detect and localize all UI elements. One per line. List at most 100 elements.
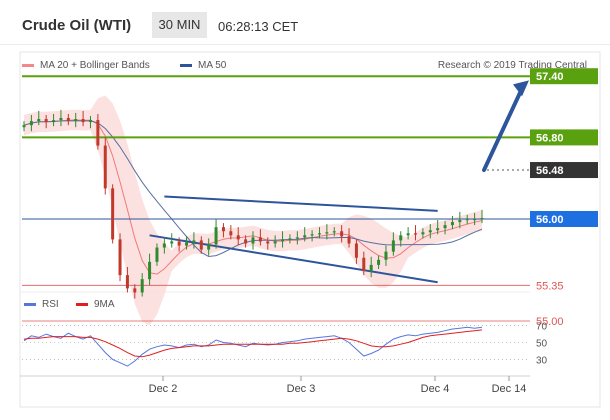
forecast-arrow-shaft bbox=[482, 84, 525, 173]
rsi-legend-label: RSI bbox=[42, 299, 59, 310]
time-tick-label: Dec 3 bbox=[287, 383, 316, 395]
candle-body bbox=[340, 231, 344, 237]
level-label: 55.35 bbox=[536, 280, 564, 292]
candle-body bbox=[473, 219, 477, 221]
rsi-line bbox=[23, 326, 483, 367]
candle-body bbox=[362, 257, 366, 272]
candle-body bbox=[177, 241, 181, 246]
candle-body bbox=[421, 232, 425, 235]
candle-body bbox=[266, 241, 270, 244]
level-label: 56.00 bbox=[536, 214, 564, 226]
legend-ma20: MA 20 + Bollinger Bands bbox=[22, 60, 150, 71]
ma20-swatch bbox=[22, 64, 34, 67]
candle-body bbox=[118, 239, 122, 276]
candle-body bbox=[436, 228, 440, 231]
candle-body bbox=[369, 264, 373, 272]
candle-body bbox=[273, 241, 277, 244]
level-label: 55.00 bbox=[536, 316, 564, 328]
candle-body bbox=[59, 118, 63, 121]
level-label-box bbox=[530, 211, 598, 227]
interval-button[interactable]: 30 MIN bbox=[152, 12, 207, 38]
time-tick-label: Dec 4 bbox=[421, 383, 450, 395]
legend-ma9: 9MA bbox=[76, 299, 115, 310]
candle-body bbox=[391, 240, 395, 252]
ma50-legend-label: MA 50 bbox=[198, 60, 227, 71]
candle-body bbox=[244, 239, 248, 244]
candle-body bbox=[458, 220, 462, 223]
candle-body bbox=[221, 227, 225, 232]
candle-body bbox=[96, 120, 100, 146]
candle-body bbox=[465, 219, 469, 221]
candle-body bbox=[74, 119, 78, 122]
lower-trend-line bbox=[149, 234, 438, 284]
bollinger-band bbox=[24, 95, 482, 326]
forecast-arrow-head bbox=[513, 80, 529, 97]
candle-body bbox=[450, 222, 454, 226]
candle-body bbox=[414, 233, 418, 235]
legend-rsi: RSI bbox=[24, 299, 59, 310]
candle-body bbox=[295, 237, 299, 239]
candle-body bbox=[354, 243, 358, 258]
candle-body bbox=[325, 232, 329, 234]
candle-body bbox=[37, 119, 41, 122]
level-label-box bbox=[530, 68, 598, 85]
candle-body bbox=[88, 120, 92, 123]
candle-body bbox=[384, 251, 388, 260]
level-label-box bbox=[530, 162, 598, 179]
rsi-swatch bbox=[24, 303, 36, 306]
candle-body bbox=[428, 230, 432, 233]
candle-body bbox=[192, 240, 196, 243]
level-label: 56.80 bbox=[536, 132, 564, 144]
candle-body bbox=[303, 235, 307, 238]
rsi-tick-label: 30 bbox=[536, 355, 548, 366]
legend-ma50: MA 50 bbox=[180, 60, 226, 71]
candle-body bbox=[310, 234, 314, 236]
candle-body bbox=[199, 240, 203, 250]
rsi-tick-label: 50 bbox=[536, 339, 548, 350]
candle-body bbox=[377, 259, 381, 265]
instrument-title: Crude Oil (WTI) bbox=[22, 17, 132, 34]
candle-body bbox=[29, 121, 33, 126]
level-label-box bbox=[530, 129, 598, 146]
candle-body bbox=[281, 239, 285, 242]
candle-body bbox=[317, 233, 321, 235]
ma9-legend-label: 9MA bbox=[94, 299, 115, 310]
timestamp: 06:28:13 CET bbox=[218, 19, 299, 34]
candle-body bbox=[103, 145, 107, 189]
time-tick-label: Dec 14 bbox=[492, 383, 527, 395]
candle-body bbox=[22, 125, 26, 128]
candle-body bbox=[229, 231, 233, 236]
chart-header: Crude Oil (WTI) 30 MIN 06:28:13 CET bbox=[0, 0, 610, 45]
credit-text: Research © 2019 Trading Central bbox=[437, 60, 587, 71]
candle-body bbox=[81, 119, 85, 123]
rsi-ma9-line bbox=[23, 329, 483, 358]
candle-body bbox=[258, 237, 262, 242]
candle-body bbox=[332, 231, 336, 233]
candle-body bbox=[170, 241, 174, 244]
candle-body bbox=[399, 235, 403, 241]
candle-body bbox=[44, 119, 48, 123]
candle-body bbox=[288, 238, 292, 240]
candle-body bbox=[185, 242, 189, 246]
candle-body bbox=[214, 227, 218, 245]
chart-frame bbox=[19, 51, 601, 408]
candle-body bbox=[443, 225, 447, 229]
candle-body bbox=[111, 188, 115, 240]
candle-body bbox=[155, 247, 159, 262]
candle-body bbox=[52, 120, 56, 123]
candle-body bbox=[162, 243, 166, 248]
candle-body bbox=[207, 244, 211, 250]
candle-body bbox=[347, 236, 351, 244]
rsi-tick-label: 70 bbox=[536, 322, 548, 333]
candle-body bbox=[236, 235, 240, 240]
level-label: 57.40 bbox=[536, 71, 564, 83]
candle-body bbox=[480, 217, 484, 220]
ma50-swatch bbox=[180, 64, 192, 67]
level-label: 56.48 bbox=[536, 165, 564, 177]
upper-trend-line bbox=[164, 195, 438, 212]
candle-body bbox=[148, 261, 152, 280]
candle-body bbox=[406, 233, 410, 236]
time-tick-label: Dec 2 bbox=[149, 383, 178, 395]
candle-body bbox=[66, 118, 70, 122]
